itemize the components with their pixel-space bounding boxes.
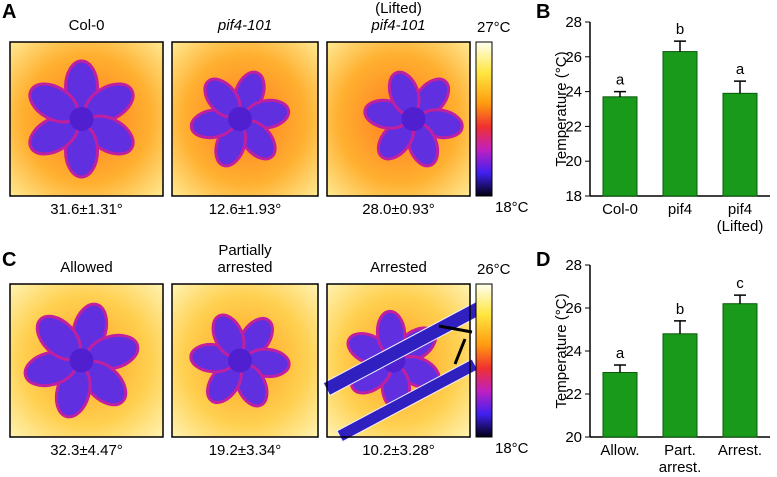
bar [722,303,758,438]
image-frame [171,41,319,197]
x-tick-label: pif4 [668,201,692,218]
significance-letter: b [676,21,684,38]
arrow [438,324,473,334]
x-tick-label: Allow. [600,442,639,459]
y-tick-label: 26 [565,300,582,317]
error-bar [614,364,626,373]
x-tick-label: Arrest. [718,442,762,459]
bar [602,372,638,438]
significance-letter: c [736,275,744,292]
image-caption: 32.3±4.47° [50,442,123,459]
image-frame [326,283,471,438]
image-caption: 28.0±0.93° [362,201,435,218]
panel-label: D [536,249,550,271]
y-tick-label: 22 [565,118,582,135]
x-tick-label: Part. arrest. [659,442,702,476]
rosette-center [69,348,94,373]
rosette-center [69,107,94,131]
image-title: Allowed [60,259,113,276]
error-bar [614,90,626,97]
error-bar [674,320,686,334]
colorbar-max: 26°C [477,261,511,278]
image-caption: 31.6±1.31° [50,201,123,218]
error-bar [674,40,686,52]
y-tick-label: 24 [565,84,582,101]
significance-letter: a [616,72,625,89]
image-title: Col-0 [69,17,105,34]
thermal-image [9,41,164,197]
error-bar [734,294,746,304]
arrow [453,338,467,365]
y-tick-label: 20 [565,153,582,170]
colorbar-min: 18°C [495,440,529,457]
bar [722,92,758,197]
y-tick-label: 26 [565,49,582,66]
image-frame [171,283,319,438]
image-title: (Lifted) pif4-101 [370,0,425,34]
mesh-bar [336,358,479,443]
thermal-image [171,283,319,438]
panel-label: B [536,1,550,23]
significance-letter: a [616,345,625,362]
image-frame [9,283,164,438]
significance-letter: a [736,61,745,78]
image-caption: 12.6±1.93° [209,201,282,218]
y-tick-label: 28 [565,257,582,274]
significance-letter: b [676,301,684,318]
panel-label: A [2,1,16,23]
error-bar [734,80,746,94]
y-tick-label: 24 [565,343,582,360]
image-title: pif4-101 [217,17,272,34]
image-caption: 10.2±3.28° [362,442,435,459]
thermal-image [9,283,164,438]
y-tick-label: 18 [565,188,582,205]
y-axis-label: Temperature (°C) [553,293,570,408]
image-title: Partially arrested [217,242,272,276]
thermal-image [171,41,319,197]
image-frame [326,41,471,197]
thermal-image [326,41,471,197]
colorbar-max: 27°C [477,19,511,36]
bar [662,51,698,197]
panel-label: C [2,249,16,271]
thermal-image [322,283,484,443]
colorbar [475,41,493,197]
colorbar [475,283,493,438]
image-frame [9,41,164,197]
y-tick-label: 22 [565,386,582,403]
x-tick-label: pif4 (Lifted) [717,201,764,235]
colorbar-min: 18°C [495,199,529,216]
y-tick-label: 28 [565,14,582,31]
rosette-center [228,348,252,373]
rosette-center [401,107,426,131]
bar [662,333,698,438]
rosette-center [228,107,252,131]
y-axis-label: Temperature (°C) [553,51,570,166]
y-tick-label: 20 [565,429,582,446]
image-caption: 19.2±3.34° [209,442,282,459]
bar [602,96,638,197]
x-tick-label: Col-0 [602,201,638,218]
image-title: Arrested [370,259,427,276]
